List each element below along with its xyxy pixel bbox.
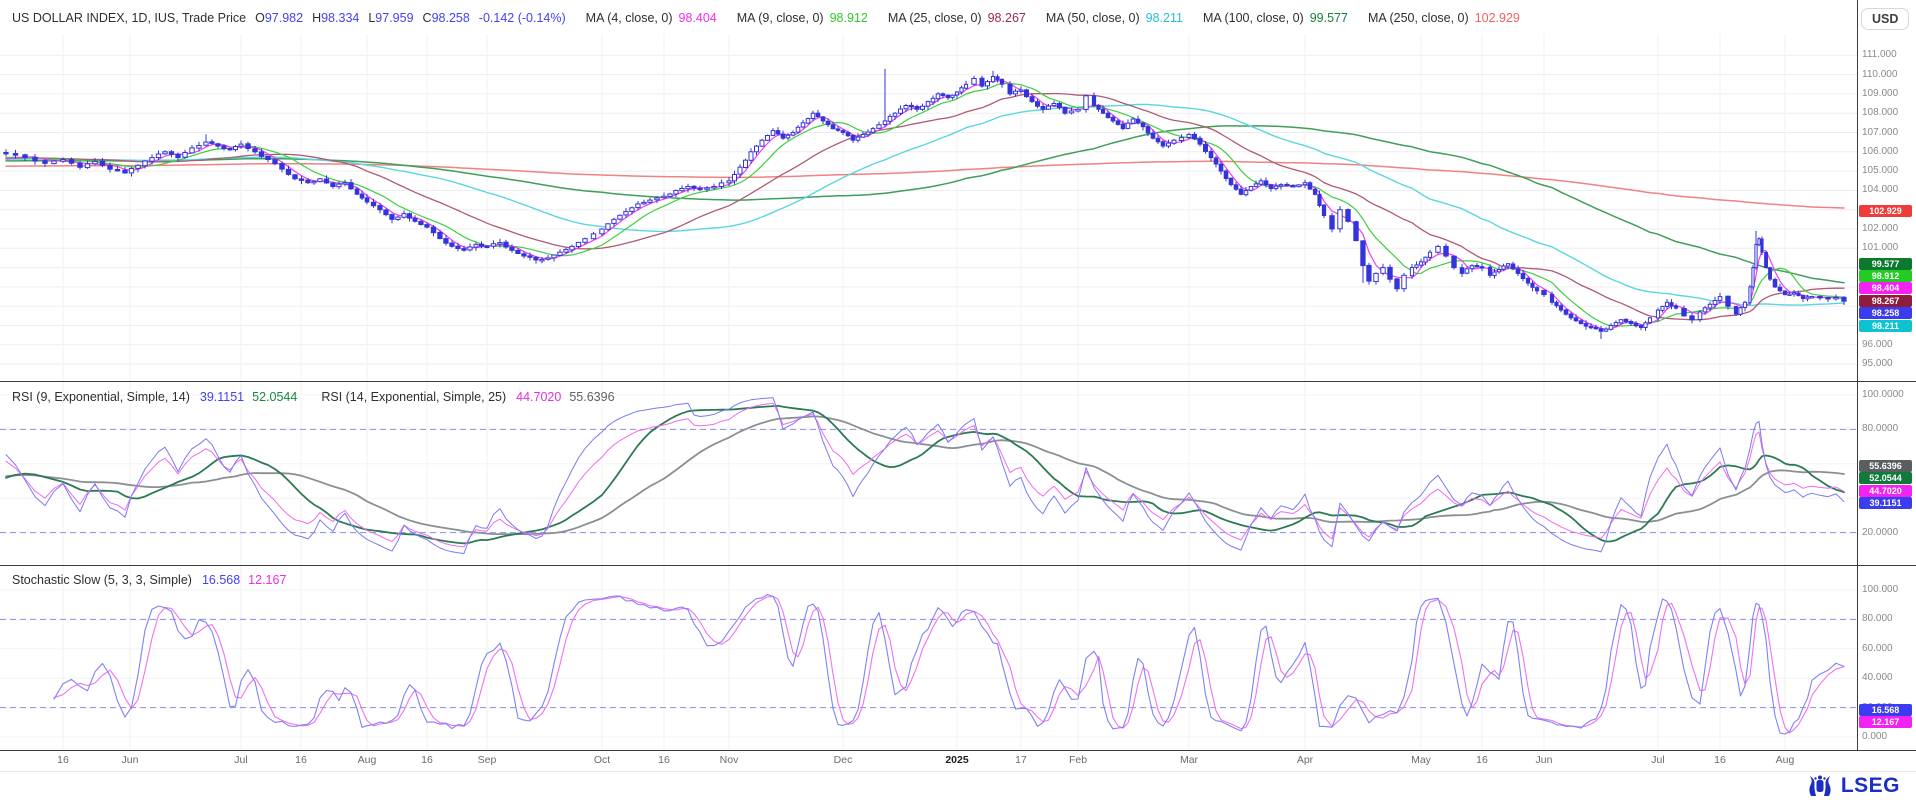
ma-legend-item[interactable]: MA (50, close, 0) 98.211	[1045, 11, 1183, 25]
rsi-axis-label: 20.0000	[1862, 526, 1899, 538]
x-axis-label: May	[1411, 754, 1431, 766]
ohlc-item: C98.258	[422, 11, 470, 25]
ohlc-item: O97.982	[255, 11, 304, 25]
currency-button[interactable]: USD	[1861, 8, 1910, 30]
price-badge: 98.404	[1859, 282, 1912, 295]
x-axis-label: Aug	[1775, 754, 1795, 766]
price-badge: 99.577	[1859, 257, 1912, 270]
x-axis-label: Oct	[593, 754, 611, 766]
ma-legend-item[interactable]: MA (9, close, 0) 98.912	[736, 11, 868, 25]
x-axis-label: Mar	[1179, 754, 1199, 766]
stoch-d-value: 12.167	[248, 573, 287, 587]
ma-legend-group: MA (4, close, 0) 98.404 MA (9, close, 0) 98…	[566, 11, 1520, 25]
ma-legend-item[interactable]: MA (4, close, 0) 98.404	[585, 11, 717, 25]
price-change: -0.142 (-0.14%)	[478, 11, 566, 25]
x-axis-label: 16	[658, 754, 670, 766]
price-badge: 98.211	[1859, 319, 1912, 332]
x-axis-label: Dec	[833, 754, 853, 766]
rsi-axis-label: 80.0000	[1862, 423, 1899, 435]
stoch-badge: 12.167	[1859, 716, 1912, 729]
rsi-badge: 55.6396	[1859, 460, 1912, 473]
rsi-badge: 44.7020	[1859, 484, 1912, 497]
stoch-axis-label: 0.000	[1862, 731, 1888, 742]
stoch-axis-label: 60.000	[1862, 642, 1893, 654]
ohlc-item: H98.334	[312, 11, 360, 25]
rsi-axis-label: 100.0000	[1862, 389, 1904, 400]
main-chart-legend: US DOLLAR INDEX, 1D, IUS, Trade Price O9…	[12, 11, 1520, 25]
rsi-a-title[interactable]: RSI (9, Exponential, Simple, 14)	[12, 390, 190, 404]
x-axis-label: 16	[1476, 754, 1488, 766]
y-axis-label: 104.000	[1862, 184, 1899, 196]
x-axis-label: Aug	[357, 754, 377, 766]
lseg-logo: LSEG	[1805, 774, 1900, 798]
stoch-badge: 16.568	[1859, 703, 1912, 716]
rsi-legend: RSI (9, Exponential, Simple, 14) 39.1151…	[12, 390, 615, 404]
rsi-badge: 39.1151	[1859, 497, 1912, 510]
x-axis-label: 17	[1015, 754, 1027, 766]
stoch-axis-label: 40.000	[1862, 672, 1893, 684]
x-axis-label: Nov	[719, 754, 739, 766]
lseg-crest-icon	[1809, 775, 1831, 796]
y-axis-label: 105.000	[1862, 165, 1899, 177]
y-axis-label: 109.000	[1862, 87, 1899, 99]
x-axis-label: Sep	[477, 754, 497, 766]
lseg-logo-text: LSEG	[1840, 774, 1900, 797]
x-axis-label: Jun	[1535, 754, 1553, 766]
price-badge: 98.267	[1859, 294, 1912, 307]
y-axis-label: 107.000	[1862, 126, 1899, 138]
x-axis-label: Apr	[1296, 754, 1314, 766]
y-axis-label: 95.000	[1862, 358, 1893, 370]
ohlc-group: O97.982 H98.334 L97.959 C98.258	[246, 11, 470, 25]
x-axis-label: 16	[295, 754, 307, 766]
x-axis-label: 2025	[945, 754, 969, 766]
rsi-a-value: 39.1151	[199, 390, 245, 404]
ma-legend-item[interactable]: MA (250, close, 0) 102.929	[1367, 11, 1520, 25]
price-badge: 98.912	[1859, 269, 1912, 282]
rsi-badge: 52.0544	[1859, 472, 1912, 485]
x-axis-label: 16	[57, 754, 69, 766]
ohlc-item: L97.959	[368, 11, 414, 25]
y-axis-label: 110.000	[1862, 68, 1898, 80]
y-axis-label: 108.000	[1862, 107, 1899, 119]
rsi-b-signal-value: 55.6396	[569, 390, 615, 404]
stoch-k-value: 16.568	[201, 573, 241, 587]
y-axis-label: 106.000	[1862, 145, 1899, 157]
stochastic-legend: Stochastic Slow (5, 3, 3, Simple) 16.568…	[12, 573, 286, 587]
price-badge: 102.929	[1859, 205, 1912, 218]
x-axis-label: 16	[1714, 754, 1726, 766]
rsi-a-signal-value: 52.0544	[252, 390, 298, 404]
stoch-title[interactable]: Stochastic Slow (5, 3, 3, Simple)	[12, 573, 192, 587]
rsi-b-title[interactable]: RSI (14, Exponential, Simple, 25)	[321, 390, 507, 404]
rsi-b-value: 44.7020	[516, 390, 562, 404]
x-axis-label: Jul	[234, 754, 248, 766]
stoch-axis-label: 80.000	[1862, 613, 1893, 625]
instrument-title[interactable]: US DOLLAR INDEX, 1D, IUS, Trade Price	[12, 11, 247, 25]
ma-legend-item[interactable]: MA (25, close, 0) 98.267	[887, 11, 1026, 25]
x-axis-label: 16	[421, 754, 433, 766]
y-axis-label: 96.000	[1862, 338, 1893, 350]
x-axis-label: Feb	[1068, 754, 1088, 766]
ma-legend-item[interactable]: MA (100, close, 0) 99.577	[1202, 11, 1348, 25]
y-axis-label: 111.000	[1862, 49, 1897, 61]
y-axis-label: 102.000	[1862, 223, 1899, 234]
x-axis-label: Jun	[121, 754, 139, 766]
price-badge: 98.258	[1859, 307, 1912, 320]
x-axis-label: Jul	[1651, 754, 1665, 766]
stoch-axis-label: 100.000	[1862, 584, 1899, 595]
y-axis-label: 101.000	[1862, 242, 1899, 254]
